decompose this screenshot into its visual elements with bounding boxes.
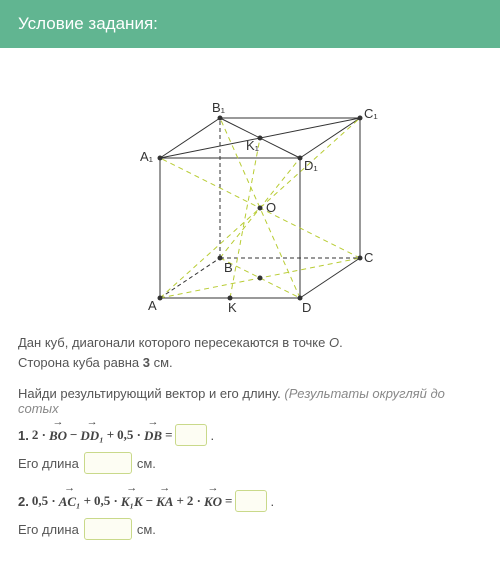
vector: BO xyxy=(49,426,67,444)
description: Дан куб, диагонали которого пересекаются… xyxy=(18,333,482,372)
svg-text:B: B xyxy=(224,260,233,275)
problem-2: 2. 0,5 · AC₁ + 0,5 · K₁K − KA + 2 · KO =… xyxy=(18,490,482,512)
desc-text: Дан куб, диагонали которого пересекаются… xyxy=(18,335,329,350)
svg-text:K₁: K₁ xyxy=(246,138,260,153)
vector: DB xyxy=(144,426,162,444)
vector: AC₁ xyxy=(59,492,81,510)
problem-number: 2. xyxy=(18,494,29,509)
header-title: Условие задания: xyxy=(18,14,158,33)
problem-number: 1. xyxy=(18,428,29,443)
side-length: 3 xyxy=(143,355,150,370)
task-header: Условие задания: xyxy=(0,0,500,48)
svg-text:B₁: B₁ xyxy=(212,100,226,115)
svg-text:D₁: D₁ xyxy=(304,158,318,173)
svg-text:A₁: A₁ xyxy=(140,149,154,164)
vector: KA xyxy=(156,492,173,510)
length-1: Его длина см. xyxy=(18,452,482,474)
content-area: A D C B A₁ D₁ C₁ B₁ O K K₁ Дан куб, диаг… xyxy=(0,48,500,574)
svg-text:K: K xyxy=(228,300,237,315)
length-input-2[interactable] xyxy=(84,518,132,540)
desc-point: O xyxy=(329,335,339,350)
length-2: Его длина см. xyxy=(18,518,482,540)
svg-text:A: A xyxy=(148,298,157,313)
vector: KO xyxy=(204,492,222,510)
instruction: Найди результирующий вектор и его длину.… xyxy=(18,386,482,416)
vector: K₁K xyxy=(121,492,143,510)
svg-text:D: D xyxy=(302,300,311,315)
svg-text:C: C xyxy=(364,250,373,265)
problem-1: 1. 2 · BO − DD₁ + 0,5 · DB = . xyxy=(18,424,482,446)
svg-text:C₁: C₁ xyxy=(364,106,378,121)
svg-text:O: O xyxy=(266,200,276,215)
cube-diagram: A D C B A₁ D₁ C₁ B₁ O K K₁ xyxy=(18,68,482,321)
vector: DD₁ xyxy=(80,426,103,444)
answer-input-1[interactable] xyxy=(175,424,207,446)
answer-input-2[interactable] xyxy=(235,490,267,512)
length-input-1[interactable] xyxy=(84,452,132,474)
